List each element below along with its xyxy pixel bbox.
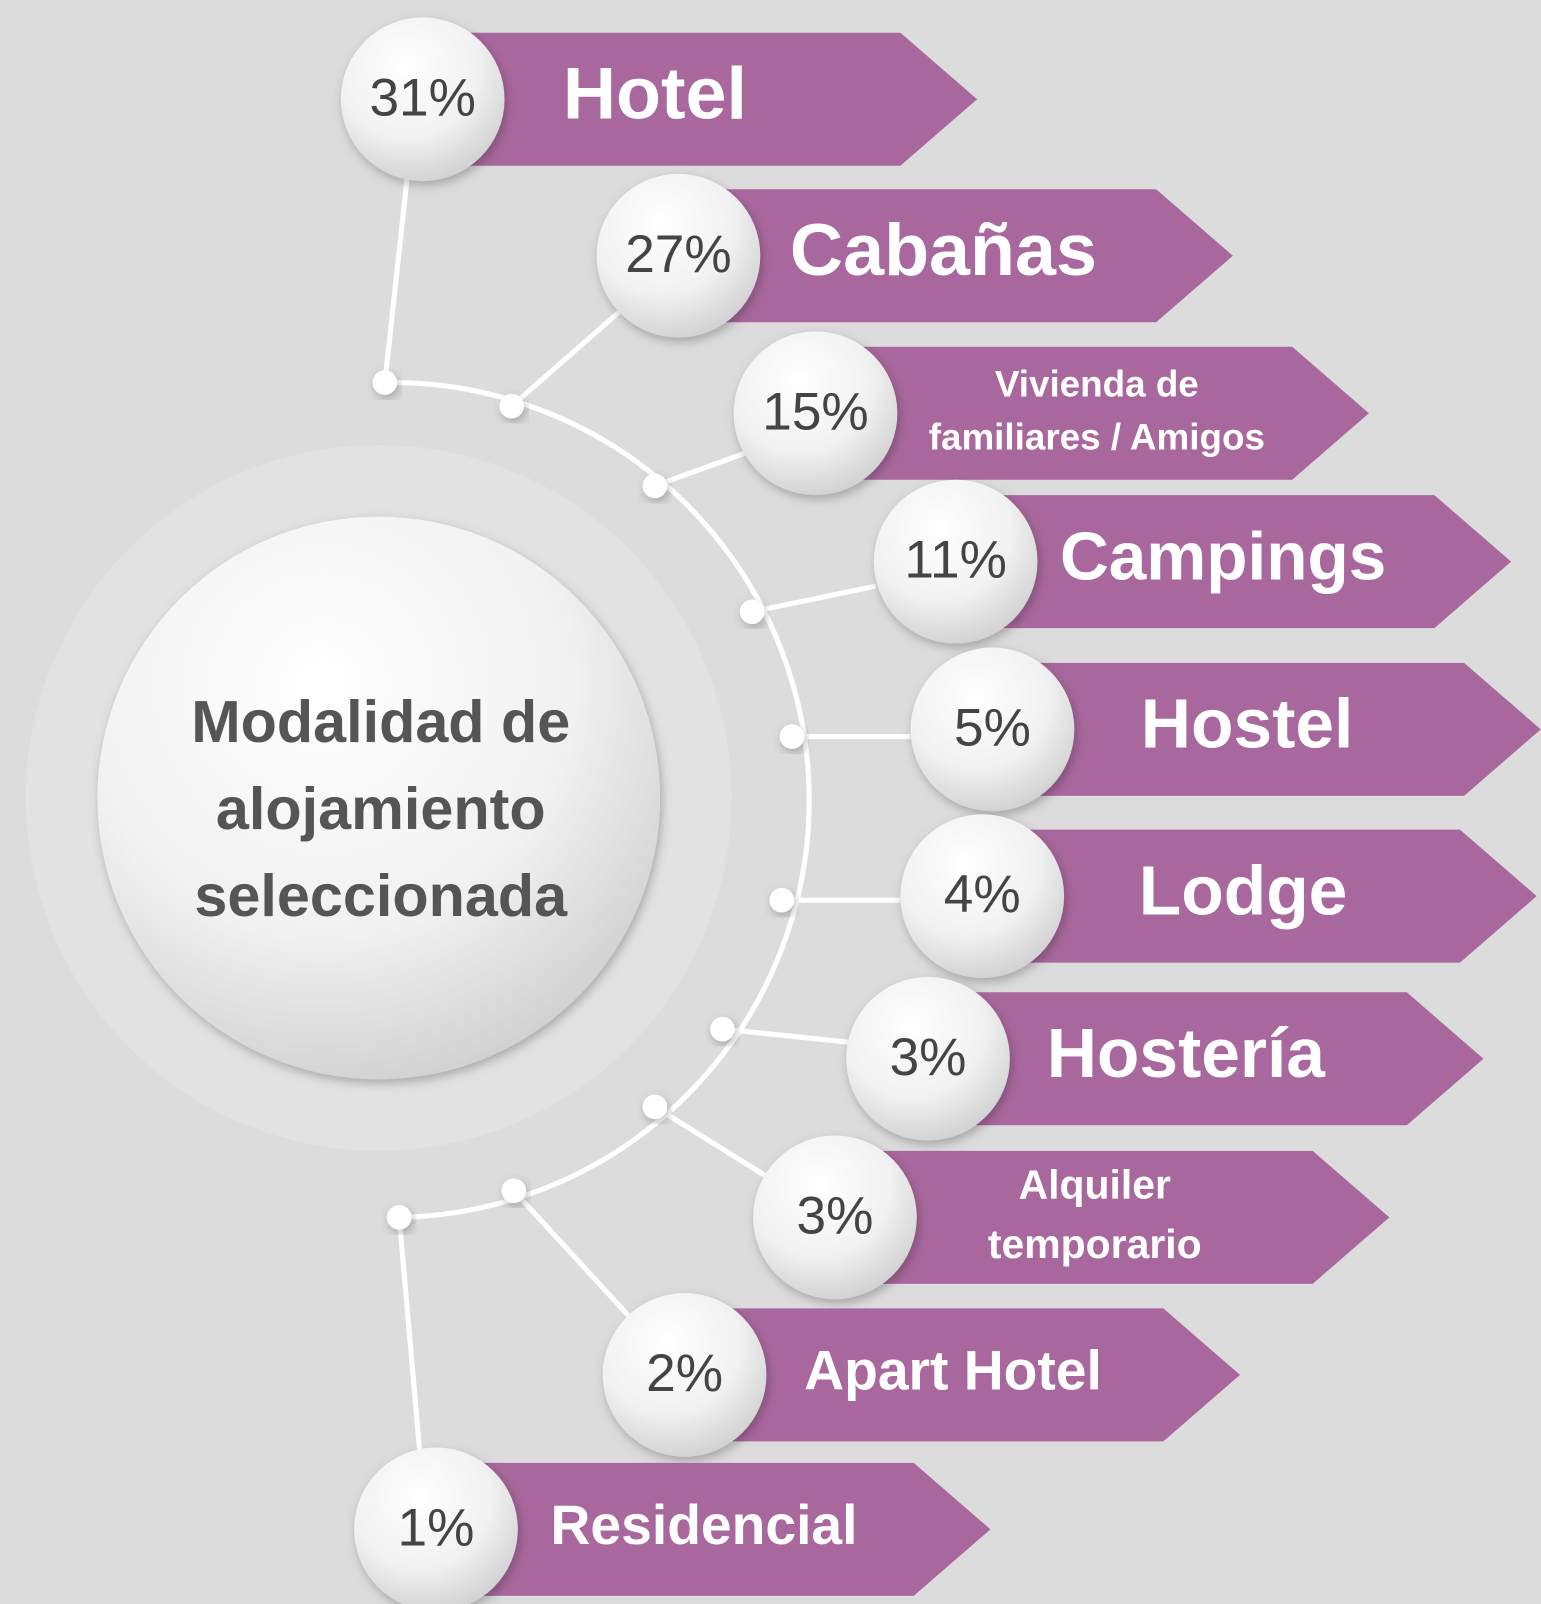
banner — [678, 189, 1233, 323]
arc — [384, 380, 812, 1220]
label: Apart Hotel — [804, 1339, 1102, 1401]
connector — [396, 1217, 423, 1451]
items: 31% Hotel 27% Cabañas 15% Vivienda de familiar… — [340, 17, 1541, 1604]
percent-circle — [846, 976, 1010, 1141]
banner — [955, 495, 1512, 629]
label: temporario — [988, 1221, 1202, 1267]
label: familiares / Amigos — [929, 417, 1265, 458]
percent-circle — [596, 173, 761, 338]
center-text: Modalidad de alojamiento seleccionada — [191, 688, 570, 929]
percent: 3% — [890, 1028, 967, 1087]
dot — [501, 1178, 527, 1203]
dot — [386, 1205, 412, 1230]
center-line: seleccionada — [194, 862, 568, 929]
dot — [779, 724, 805, 749]
dot — [710, 1016, 735, 1042]
dot — [642, 1094, 668, 1120]
percent: 5% — [954, 698, 1031, 757]
center-circle — [97, 516, 661, 1080]
label: Vivienda de — [995, 363, 1199, 404]
label: Hotel — [563, 52, 747, 135]
connector — [751, 583, 877, 615]
label: Residencial — [551, 1494, 858, 1556]
percent: 1% — [398, 1498, 475, 1557]
percent-circle — [733, 331, 898, 496]
connector — [654, 450, 746, 489]
percent-circle — [910, 647, 1075, 812]
label: Alquiler — [1019, 1161, 1171, 1207]
label: Campings — [1060, 519, 1386, 594]
dot — [372, 370, 398, 395]
label: Hostería — [1047, 1014, 1327, 1092]
dot — [499, 393, 524, 419]
label: Cabañas — [790, 208, 1097, 291]
percent-circle — [602, 1293, 767, 1457]
percent: 15% — [762, 382, 868, 441]
percent-circle — [873, 479, 1038, 644]
dot — [769, 887, 795, 913]
banner — [992, 662, 1541, 796]
percent: 11% — [904, 531, 1007, 590]
banner — [928, 992, 1484, 1126]
banner — [422, 32, 978, 166]
connector — [511, 1188, 632, 1319]
percent-circle — [900, 814, 1065, 978]
percent-circle — [354, 1447, 518, 1604]
dot — [642, 473, 668, 499]
label: Lodge — [1139, 851, 1348, 929]
percent: 27% — [625, 225, 731, 284]
banner — [684, 1308, 1241, 1442]
percent: 3% — [797, 1186, 874, 1245]
banner — [435, 1462, 991, 1596]
center-line: alojamiento — [216, 775, 546, 842]
banner — [815, 346, 1369, 480]
percent-circle — [340, 17, 505, 182]
percent: 31% — [369, 68, 475, 127]
dot — [739, 599, 765, 625]
connector — [510, 310, 621, 409]
banner — [834, 1150, 1390, 1284]
center-line: Modalidad de — [191, 688, 570, 755]
percent: 4% — [944, 865, 1021, 924]
label: Hostel — [1141, 685, 1354, 763]
percent: 2% — [646, 1344, 723, 1403]
percent-circle — [753, 1135, 917, 1300]
banner — [982, 829, 1537, 963]
connector — [382, 175, 410, 383]
